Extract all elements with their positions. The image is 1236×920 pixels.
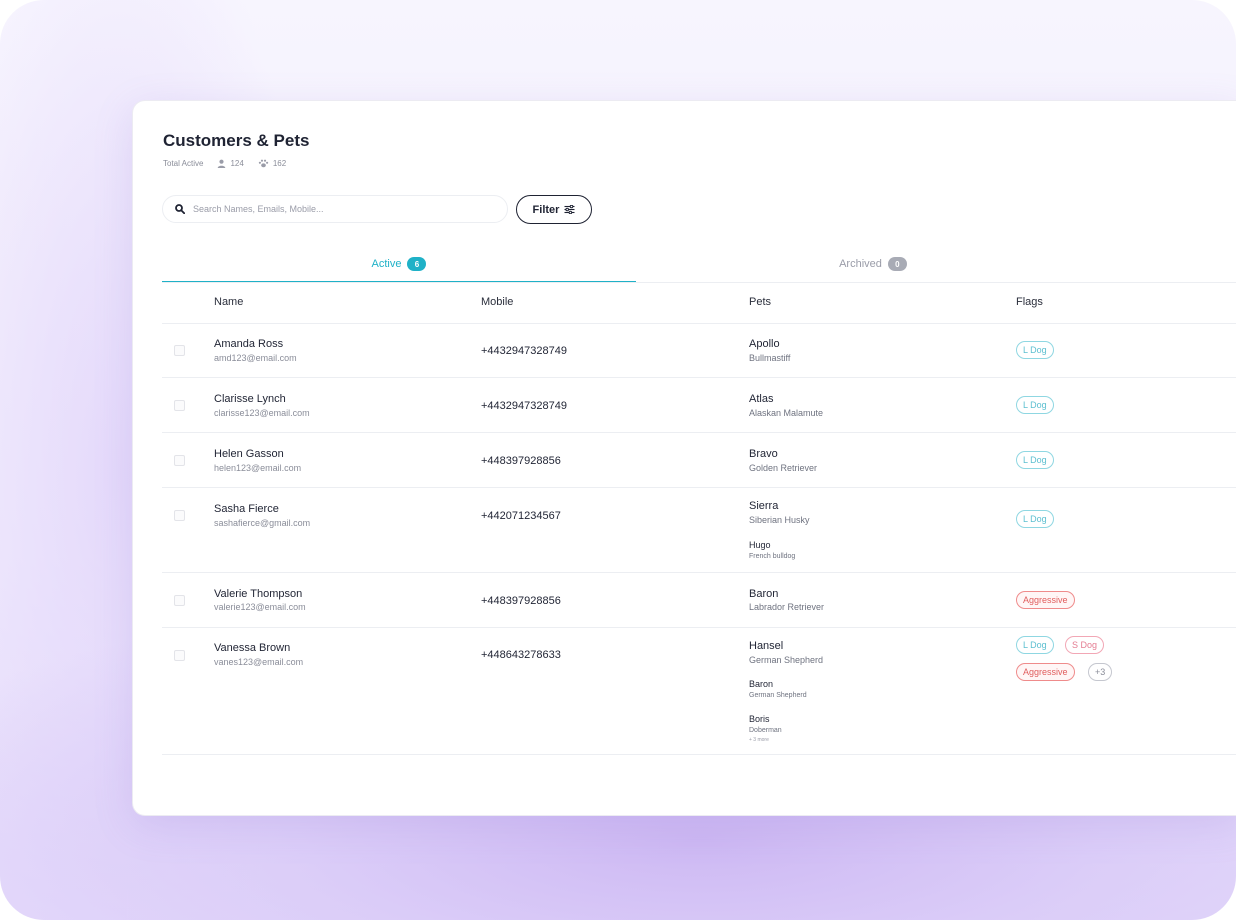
customer-name: Sasha Fierce	[214, 503, 279, 515]
more-pets-link[interactable]: + 3 more	[749, 737, 769, 743]
customer-email: amd123@email.com	[214, 353, 297, 363]
filter-label: Filter	[532, 203, 560, 216]
pet-breed: Siberian Husky	[749, 515, 810, 525]
flag-l-dog: L Dog	[1016, 451, 1054, 469]
pet-count-value: 162	[272, 159, 287, 168]
page-title: Customers & Pets	[163, 131, 310, 150]
table-row[interactable]: Vanessa Brown vanes123@email.com +448643…	[162, 628, 1236, 755]
status-tabs: Active 6 Archived 0	[162, 247, 1236, 282]
customer-mobile: +448397928856	[481, 595, 561, 607]
pet-name: Atlas	[749, 393, 774, 405]
pet-count: 162	[258, 159, 286, 168]
customer-email: valerie123@email.com	[214, 602, 306, 612]
search-input[interactable]	[191, 203, 495, 215]
pet-name: Bravo	[749, 448, 778, 460]
row-checkbox[interactable]	[174, 650, 185, 661]
tab-active-label: Active	[371, 258, 402, 270]
pet-name: Baron	[749, 588, 779, 600]
search-box[interactable]	[162, 195, 508, 223]
customer-mobile: +4432947328749	[481, 400, 567, 412]
pet-name: Sierra	[749, 500, 779, 512]
active-stats: Total Active 124 162	[163, 159, 286, 168]
row-checkbox[interactable]	[174, 345, 185, 356]
row-checkbox[interactable]	[174, 400, 185, 411]
tab-active-count-badge: 6	[407, 257, 427, 271]
row-checkbox[interactable]	[174, 510, 185, 521]
flag-l-dog: L Dog	[1016, 636, 1054, 654]
pet-breed: German Shepherd	[749, 692, 807, 699]
pet-breed: French bulldog	[749, 553, 796, 560]
pet-name: Baron	[749, 679, 774, 689]
customer-count-value: 124	[230, 159, 244, 168]
pet-breed: Alaskan Malamute	[749, 408, 824, 418]
customer-mobile: +4432947328749	[481, 345, 567, 357]
customers-card: Customers & Pets Total Active 124 162	[133, 101, 1236, 815]
sliders-icon	[564, 205, 575, 214]
customer-email: clarisse123@email.com	[214, 408, 310, 418]
paw-icon	[258, 159, 269, 168]
table-row[interactable]: Valerie Thompson valerie123@email.com +4…	[162, 573, 1236, 628]
flag-aggressive: Aggressive	[1016, 663, 1075, 681]
customer-name: Helen Gasson	[214, 448, 284, 460]
customer-email: sashafierce@gmail.com	[214, 518, 311, 528]
row-checkbox[interactable]	[174, 595, 185, 606]
pet-breed: Bullmastiff	[749, 353, 791, 363]
table-row[interactable]: Helen Gasson helen123@email.com +4483979…	[162, 433, 1236, 488]
person-icon	[218, 159, 226, 168]
tab-active[interactable]: Active 6	[162, 247, 636, 282]
pet-name: Hugo	[749, 540, 771, 550]
header-pets: Pets	[749, 296, 772, 308]
header-name: Name	[214, 296, 244, 308]
flag-more-count[interactable]: +3	[1088, 663, 1113, 681]
pet-breed: Labrador Retriever	[749, 602, 825, 612]
flag-l-dog: L Dog	[1016, 396, 1054, 414]
flag-aggressive: Aggressive	[1016, 591, 1075, 609]
pet-name: Apollo	[749, 338, 780, 350]
flag-l-dog: L Dog	[1016, 510, 1054, 528]
header-mobile: Mobile	[481, 296, 514, 308]
filter-button[interactable]: Filter	[516, 195, 592, 224]
customer-count: 124	[217, 159, 244, 168]
customer-mobile: +448643278633	[481, 649, 561, 661]
customer-name: Valerie Thompson	[214, 588, 303, 600]
tab-archived[interactable]: Archived 0	[636, 247, 1110, 281]
pet-name: Hansel	[749, 640, 784, 652]
search-icon	[175, 204, 185, 214]
table-row[interactable]: Clarisse Lynch clarisse123@email.com +44…	[162, 378, 1236, 433]
customer-email: helen123@email.com	[214, 463, 302, 473]
pet-breed: Doberman	[749, 727, 782, 734]
customer-name: Vanessa Brown	[214, 642, 291, 654]
table-row[interactable]: Amanda Ross amd123@email.com +4432947328…	[162, 323, 1236, 378]
tabs-divider	[162, 282, 1236, 283]
tab-archived-label: Archived	[839, 258, 882, 270]
pet-name: Boris	[749, 714, 770, 724]
tab-archived-count-badge: 0	[887, 257, 907, 271]
pet-breed: German Shepherd	[749, 655, 824, 665]
customer-mobile: +442071234567	[481, 510, 561, 522]
row-checkbox[interactable]	[174, 455, 185, 466]
customer-email: vanes123@email.com	[214, 657, 304, 667]
flag-l-dog: L Dog	[1016, 341, 1054, 359]
customer-name: Clarisse Lynch	[214, 393, 286, 405]
customer-mobile: +448397928856	[481, 455, 561, 467]
pet-breed: Golden Retriever	[749, 463, 818, 473]
customer-name: Amanda Ross	[214, 338, 284, 350]
header-flags: Flags	[1016, 296, 1043, 308]
table-header: Name Mobile Pets Flags	[162, 283, 1236, 324]
table-row[interactable]: Sasha Fierce sashafierce@gmail.com +4420…	[162, 488, 1236, 573]
flag-s-dog: S Dog	[1065, 636, 1105, 654]
stats-label: Total Active	[163, 159, 204, 168]
